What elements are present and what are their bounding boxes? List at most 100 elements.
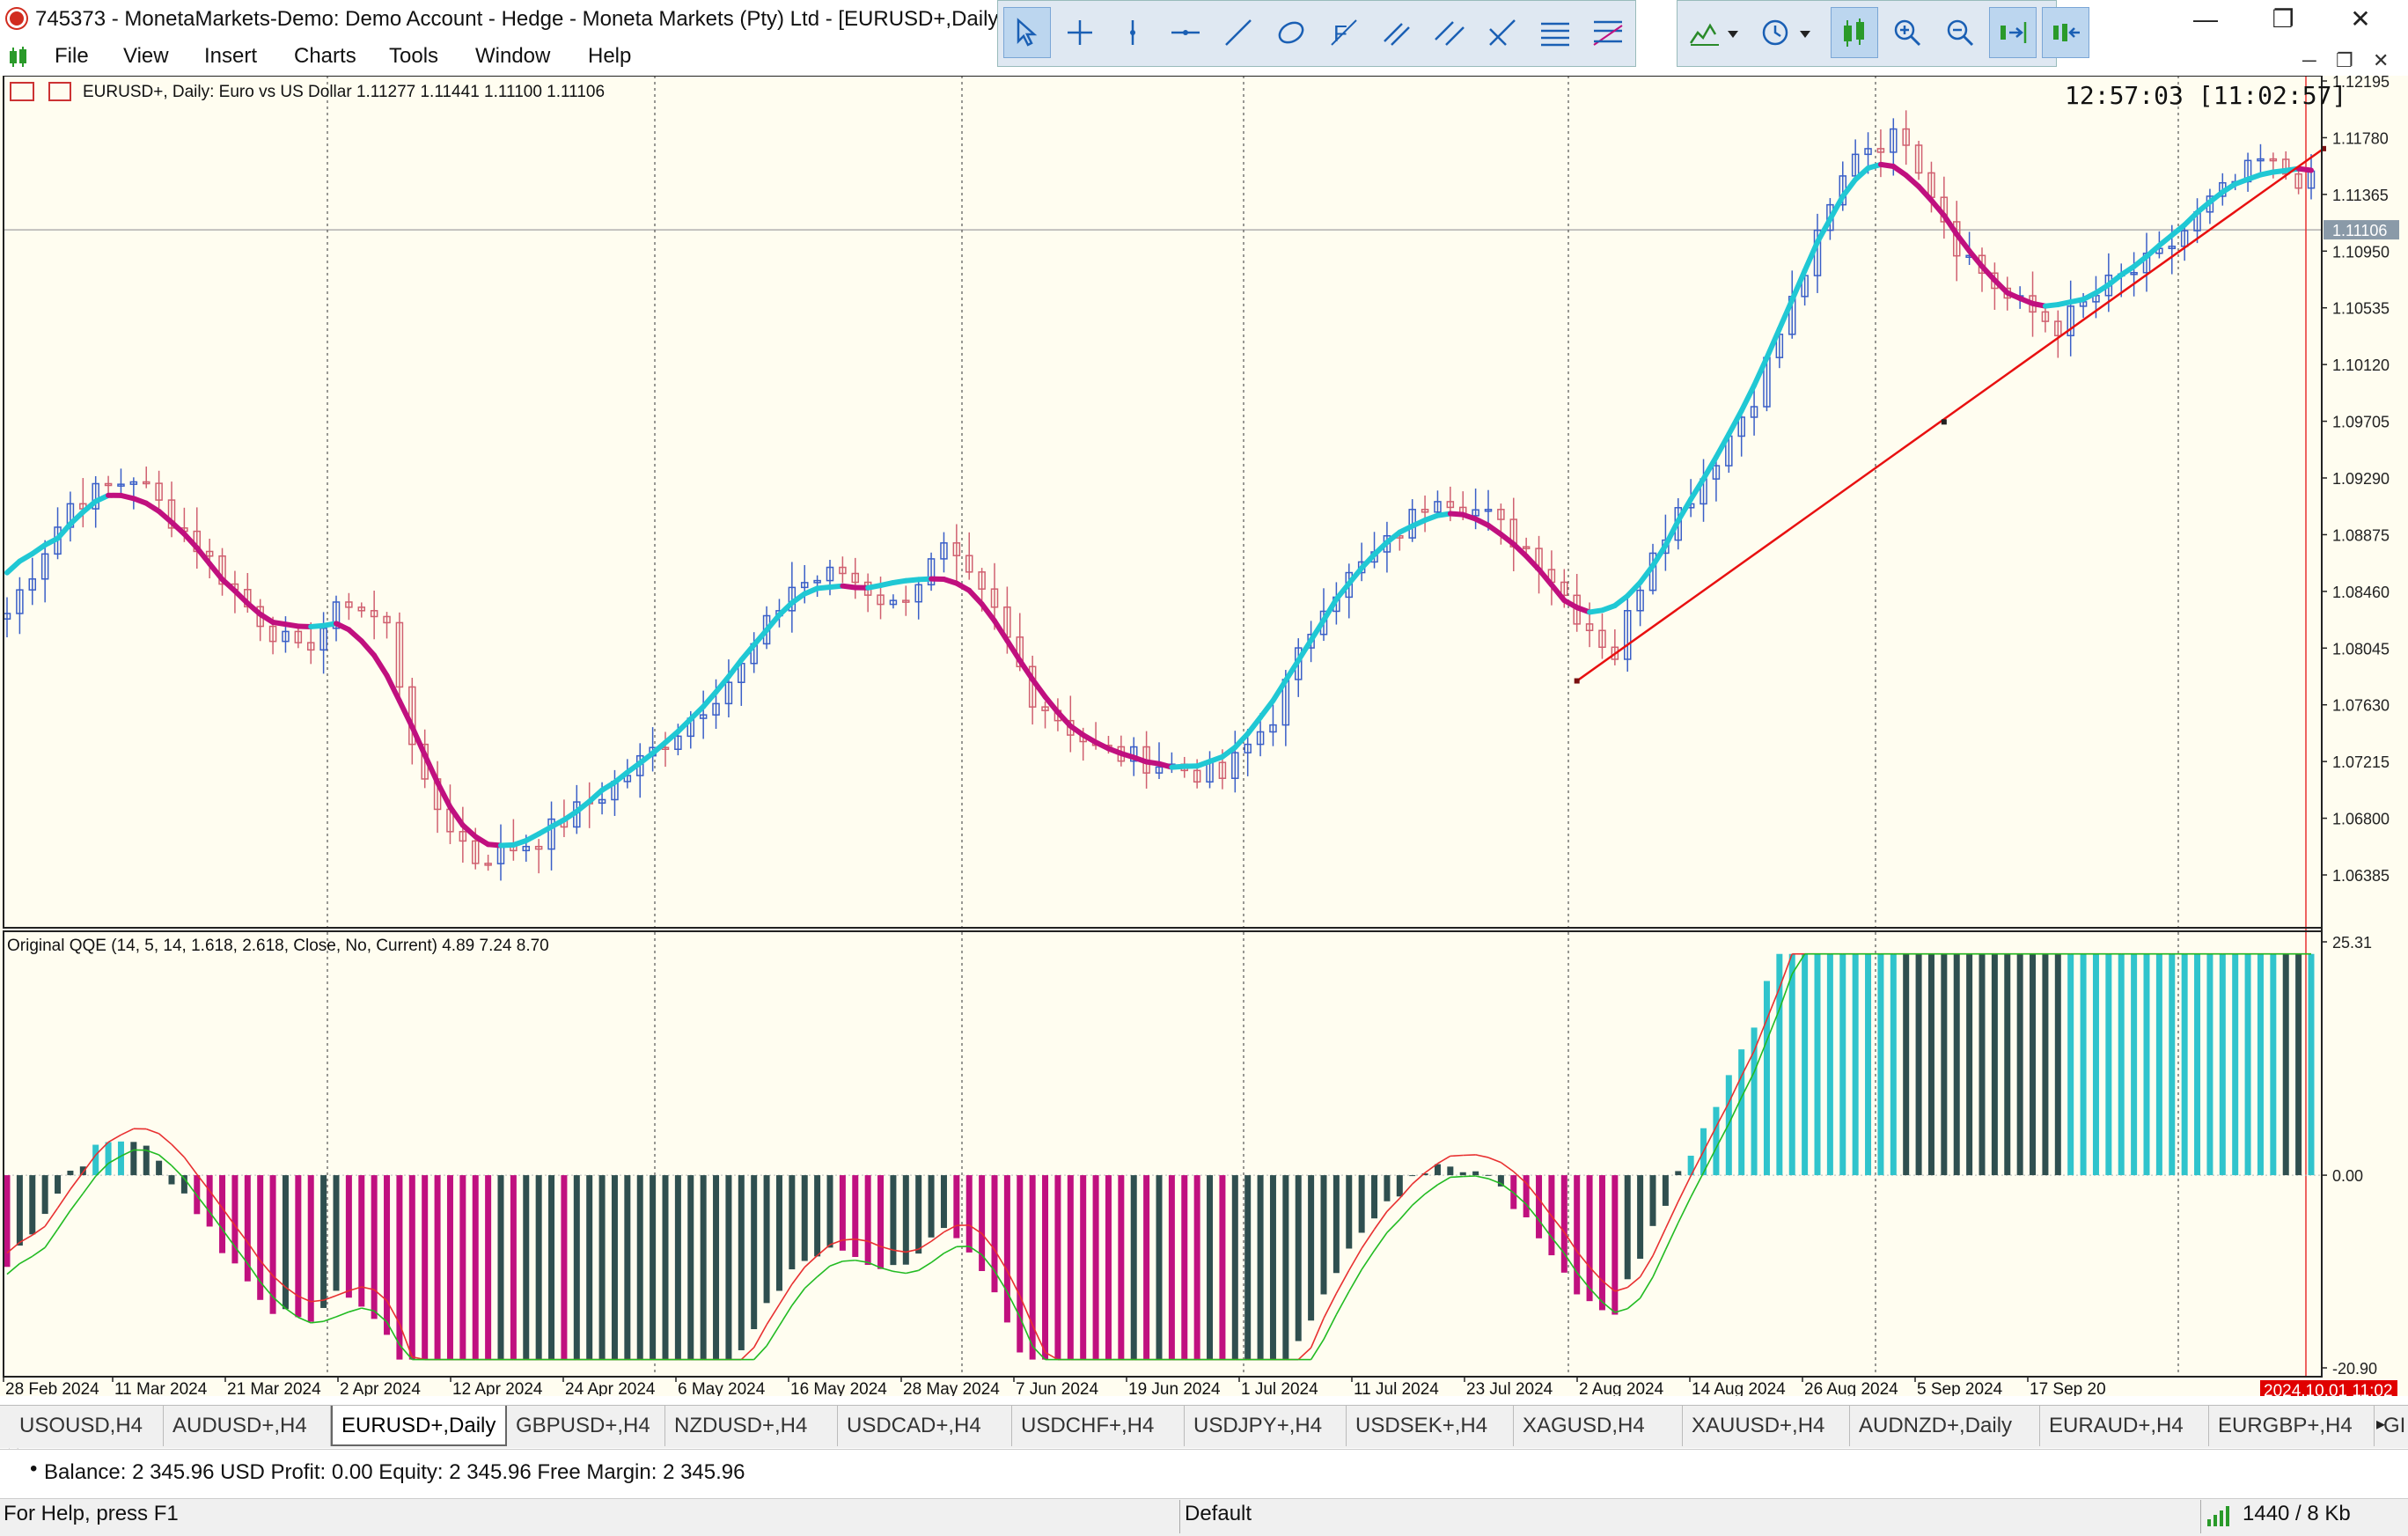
symbol-tab[interactable]: AUDUSD+,H4 bbox=[164, 1406, 331, 1446]
minimize-button[interactable]: — bbox=[2167, 0, 2244, 39]
qqe-bar bbox=[1131, 1175, 1137, 1359]
fan-icon[interactable] bbox=[1584, 7, 1632, 58]
date-label: 14 Aug 2024 bbox=[1692, 1380, 1786, 1396]
trendline-anchor bbox=[1942, 419, 1947, 424]
mdi-restore-button[interactable]: ❐ bbox=[2336, 49, 2353, 72]
qqe-bar bbox=[1321, 1175, 1327, 1294]
maximize-button[interactable]: ❐ bbox=[2244, 0, 2322, 39]
symbol-tab[interactable]: NZDUSD+,H4 bbox=[665, 1406, 838, 1446]
autoscroll-icon[interactable] bbox=[1989, 7, 2037, 58]
menu-charts[interactable]: Charts bbox=[294, 44, 356, 69]
menu-file[interactable]: File bbox=[55, 44, 89, 69]
qqe-bar bbox=[1308, 1175, 1314, 1320]
qqe-bar bbox=[1574, 1175, 1580, 1294]
symbol-tab[interactable]: XAUUSD+,H4 bbox=[1683, 1406, 1850, 1446]
price-tick-label: 1.09290 bbox=[2332, 470, 2390, 488]
qqe-bar bbox=[17, 1175, 23, 1246]
date-label: 12 Apr 2024 bbox=[452, 1380, 543, 1396]
qqe-bar bbox=[738, 1175, 745, 1350]
vertical-line-icon[interactable] bbox=[1109, 7, 1156, 58]
date-label: 11 Jul 2024 bbox=[1354, 1380, 1439, 1396]
qqe-bar bbox=[574, 1175, 580, 1359]
levels-icon[interactable] bbox=[1531, 7, 1579, 58]
pitchfork-icon[interactable] bbox=[1479, 7, 1526, 58]
symbol-tab[interactable]: USDCHF+,H4 bbox=[1012, 1406, 1185, 1446]
symbol-tab[interactable]: XAGUSD,H4 bbox=[1514, 1406, 1683, 1446]
horizontal-line-icon[interactable] bbox=[1162, 7, 1209, 58]
indicators-icon[interactable] bbox=[1683, 7, 1748, 58]
chart-shift-icon[interactable] bbox=[2042, 7, 2089, 58]
menu-help[interactable]: Help bbox=[588, 44, 631, 69]
menu-tools[interactable]: Tools bbox=[389, 44, 438, 69]
tabs-scroll-right-icon[interactable]: ▸ bbox=[2376, 1413, 2385, 1435]
mdi-close-button[interactable]: ✕ bbox=[2373, 49, 2389, 72]
market-watch-icon[interactable] bbox=[7, 46, 30, 69]
menu-view[interactable]: View bbox=[123, 44, 169, 69]
qqe-bar bbox=[1207, 1175, 1213, 1359]
qqe-bar bbox=[169, 1175, 175, 1184]
svg-text:F: F bbox=[1333, 20, 1347, 47]
qqe-bar bbox=[1296, 1175, 1302, 1341]
qqe-bar bbox=[1713, 1107, 1719, 1176]
date-label: 17 Sep 20 bbox=[2030, 1380, 2106, 1396]
qqe-bar bbox=[1587, 1175, 1593, 1301]
qqe-bar bbox=[498, 1175, 504, 1359]
qqe-bar bbox=[624, 1175, 630, 1359]
price-tick-label: 1.10120 bbox=[2332, 356, 2390, 374]
qqe-bar bbox=[1080, 1175, 1086, 1359]
date-label: 11 Mar 2024 bbox=[114, 1380, 208, 1396]
bullet-icon: • bbox=[30, 1457, 37, 1481]
menu-insert[interactable]: Insert bbox=[204, 44, 257, 69]
qqe-fast-line bbox=[1463, 1155, 1475, 1156]
mdi-minimize-button[interactable]: ─ bbox=[2302, 49, 2316, 72]
ellipse-icon[interactable] bbox=[1267, 7, 1315, 58]
channel-icon[interactable] bbox=[1373, 7, 1421, 58]
qqe-bar bbox=[1916, 954, 1922, 1175]
zoom-in-icon[interactable] bbox=[1883, 7, 1931, 58]
qqe-bar bbox=[1764, 981, 1770, 1175]
crosshair-icon[interactable] bbox=[1056, 7, 1104, 58]
trendline-icon[interactable] bbox=[1215, 7, 1262, 58]
qqe-bar bbox=[1118, 1175, 1124, 1359]
symbol-tab[interactable]: EURGBP+,H4 bbox=[2209, 1406, 2375, 1446]
qqe-bar bbox=[2017, 954, 2023, 1175]
cursor-icon[interactable] bbox=[1003, 7, 1051, 58]
qqe-bar bbox=[548, 1175, 554, 1359]
candles-icon[interactable] bbox=[1831, 7, 1878, 58]
qqe-bar bbox=[929, 1175, 935, 1238]
symbol-tab[interactable]: EURUSD+,Daily bbox=[331, 1406, 507, 1446]
symbol-tab[interactable]: USDJPY+,H4 bbox=[1185, 1406, 1347, 1446]
zoom-out-icon[interactable] bbox=[1936, 7, 1984, 58]
current-price-label: 1.11106 bbox=[2332, 222, 2387, 239]
close-button[interactable]: ✕ bbox=[2322, 0, 2399, 39]
menu-window[interactable]: Window bbox=[475, 44, 550, 69]
qqe-bar bbox=[1979, 954, 1986, 1175]
date-label: 19 Jun 2024 bbox=[1128, 1380, 1221, 1396]
timeframe-icon[interactable] bbox=[1755, 7, 1820, 58]
symbol-tab[interactable]: AUDNZD+,Daily bbox=[1850, 1406, 2040, 1446]
qqe-bar bbox=[877, 1175, 884, 1269]
qqe-bar bbox=[1928, 954, 1934, 1175]
fibo-icon[interactable]: F bbox=[1320, 7, 1368, 58]
symbol-tab[interactable]: USDCAD+,H4 bbox=[838, 1406, 1012, 1446]
qqe-bar bbox=[384, 1175, 390, 1334]
qqe-bar bbox=[42, 1175, 48, 1214]
server-clock: 12:57:03 [11:02:57] bbox=[2065, 81, 2346, 110]
qqe-bar bbox=[1650, 1175, 1656, 1226]
symbol-tab[interactable]: GBPUSD+,H4 bbox=[507, 1406, 665, 1446]
qqe-bar bbox=[1042, 1175, 1048, 1359]
qqe-bar bbox=[130, 1142, 136, 1175]
qqe-bar bbox=[1637, 1175, 1643, 1259]
date-label: 24 Apr 2024 bbox=[565, 1380, 656, 1396]
symbol-tab[interactable]: EURAUD+,H4 bbox=[2040, 1406, 2209, 1446]
symbol-tab[interactable]: USOUSD,H4 bbox=[11, 1406, 164, 1446]
symbol-tab[interactable]: USDSEK+,H4 bbox=[1347, 1406, 1514, 1446]
symbol-line: EURUSD+, Daily: Euro vs US Dollar 1.1127… bbox=[83, 83, 605, 101]
qqe-bar bbox=[92, 1145, 99, 1176]
parallel-icon[interactable] bbox=[1426, 7, 1473, 58]
chart-canvas[interactable]: 1.121951.117801.113651.109501.105351.101… bbox=[0, 76, 2408, 1396]
qqe-bar bbox=[2156, 954, 2162, 1175]
qqe-bar bbox=[2283, 954, 2289, 1175]
qqe-bar bbox=[2030, 954, 2036, 1175]
